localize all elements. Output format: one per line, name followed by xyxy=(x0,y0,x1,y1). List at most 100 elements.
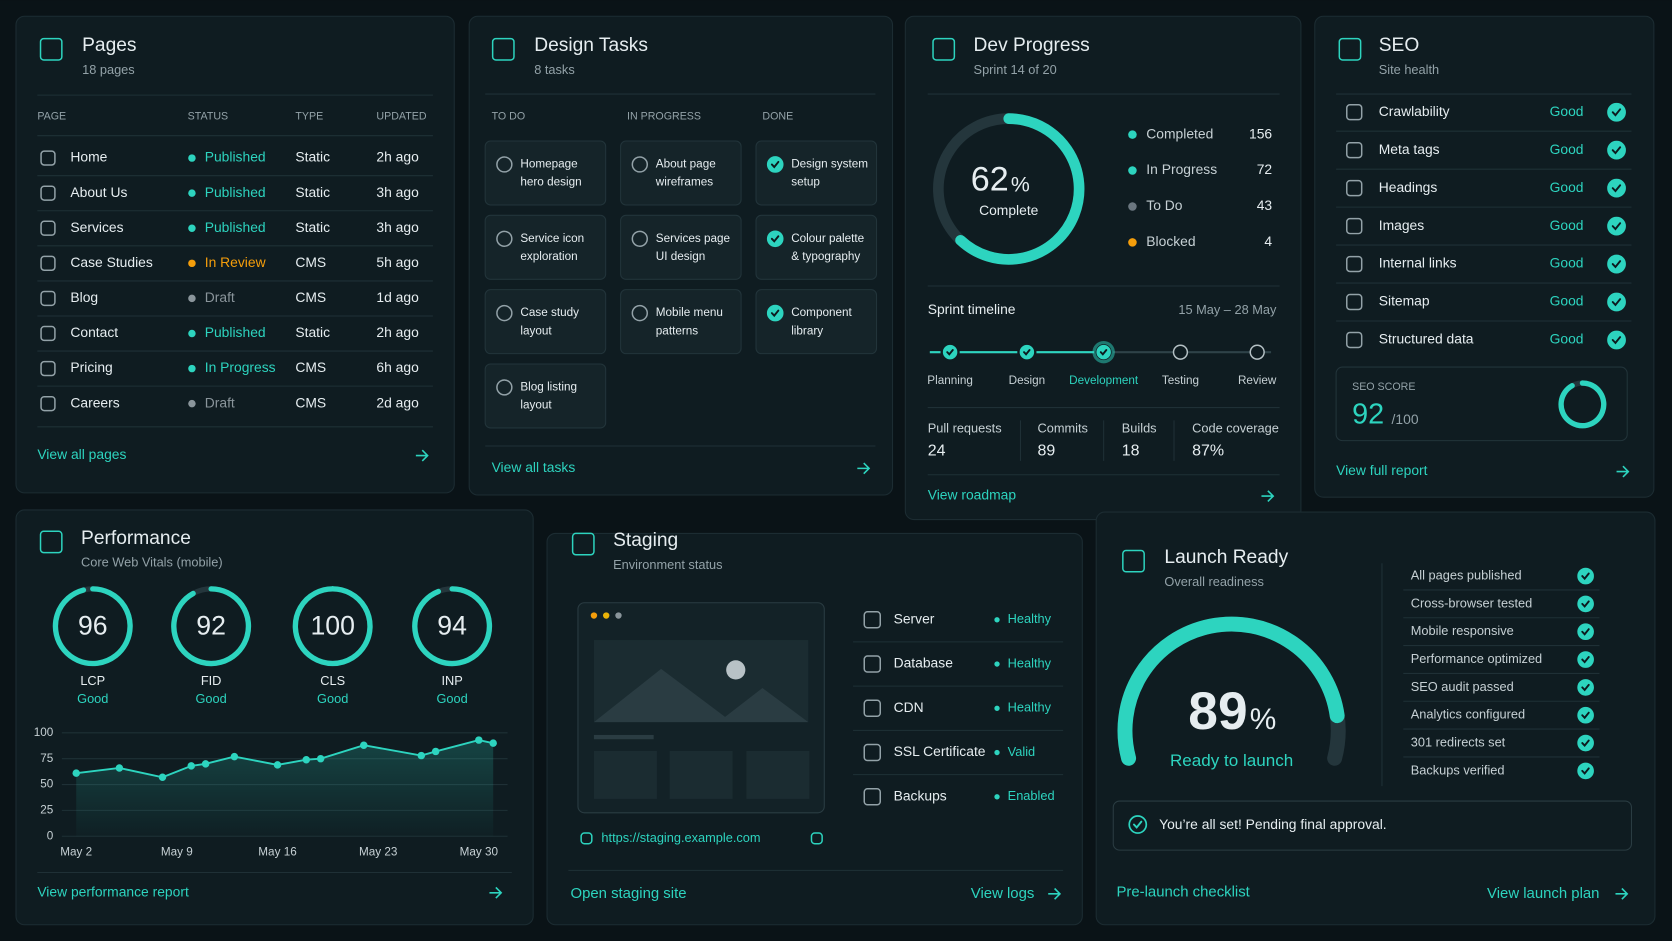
launch-label: Ready to launch xyxy=(1170,751,1293,770)
arrow-icon[interactable] xyxy=(1261,490,1275,502)
legend-value: 156 xyxy=(1249,125,1272,141)
task-label: Blog listing xyxy=(520,381,577,394)
page-type: CMS xyxy=(295,254,326,270)
y-tick-label: 100 xyxy=(34,726,54,739)
task-label: exploration xyxy=(520,250,577,263)
check-mark xyxy=(770,160,780,169)
link[interactable]: Open staging site xyxy=(570,885,686,902)
stage-circle xyxy=(1172,344,1189,360)
column-header: DONE xyxy=(762,110,793,122)
arrow-icon[interactable] xyxy=(1616,465,1630,478)
check-mark xyxy=(1611,298,1622,307)
legend-label: Completed xyxy=(1146,125,1213,141)
task-label: patterns xyxy=(656,324,698,337)
page-name: Contact xyxy=(70,324,118,340)
stage-label: Testing xyxy=(1162,374,1199,387)
panel-title: Staging xyxy=(613,530,678,551)
check-circle xyxy=(1607,216,1626,236)
task-label: layout xyxy=(520,399,552,412)
icon xyxy=(40,255,56,271)
link[interactable]: View roadmap xyxy=(928,487,1017,503)
icon xyxy=(40,395,56,412)
check-mark xyxy=(1581,683,1590,692)
mock-mountains xyxy=(593,668,809,723)
task-card xyxy=(755,140,878,206)
status-dot xyxy=(188,154,196,162)
check-label: Headings xyxy=(1379,179,1438,195)
check-mark xyxy=(770,235,780,243)
column-header: UPDATED xyxy=(376,110,426,122)
page-name: Home xyxy=(70,149,107,165)
check-status: Good xyxy=(1550,331,1584,347)
service-name: CDN xyxy=(894,699,924,715)
ring-arc xyxy=(292,586,373,667)
link[interactable]: View logs xyxy=(971,885,1035,902)
panel xyxy=(15,509,534,926)
link[interactable]: Pre-launch checklist xyxy=(1116,884,1250,901)
vital-value: 92 xyxy=(196,610,226,640)
x-tick-label: May 30 xyxy=(460,845,499,858)
arrow-icon[interactable] xyxy=(857,462,871,475)
task-card xyxy=(484,214,607,280)
check-mark xyxy=(1611,184,1622,193)
link[interactable]: View performance report xyxy=(37,883,189,899)
status-dot xyxy=(188,399,196,408)
check-label: Structured data xyxy=(1379,331,1474,347)
point xyxy=(115,764,124,772)
arrow-icon[interactable] xyxy=(1615,887,1629,900)
ring-arc xyxy=(1558,380,1607,429)
task-card xyxy=(620,214,742,280)
staging-url[interactable]: https://staging.example.com xyxy=(601,830,760,845)
icon xyxy=(1346,141,1363,159)
check-mark xyxy=(770,309,780,318)
page-status: Published xyxy=(205,184,266,200)
stat-value: 87% xyxy=(1192,443,1224,460)
page-updated: 2d ago xyxy=(376,394,419,410)
link[interactable]: View launch plan xyxy=(1487,885,1599,902)
task-label: Service icon xyxy=(520,232,584,245)
legend-label: In Progress xyxy=(1146,161,1217,177)
arrow-icon[interactable] xyxy=(1048,887,1062,900)
score-box xyxy=(1335,366,1628,442)
task-label: layout xyxy=(520,324,552,337)
page-updated: 2h ago xyxy=(376,149,419,165)
point xyxy=(431,747,440,756)
stat-value: 18 xyxy=(1122,443,1140,460)
check-circle xyxy=(1607,178,1626,198)
service-status: Valid xyxy=(1008,744,1035,759)
check-mark xyxy=(1581,739,1590,748)
timeline-dates: 15 May – 28 May xyxy=(1178,302,1277,317)
page-updated: 1d ago xyxy=(376,289,419,305)
legend-dot xyxy=(1128,130,1137,139)
link[interactable]: View full report xyxy=(1336,462,1428,478)
link[interactable]: View all pages xyxy=(37,446,126,462)
panel-title: Design Tasks xyxy=(534,35,648,56)
page-type: CMS xyxy=(295,289,326,305)
window-dot xyxy=(590,612,598,619)
service-name: Database xyxy=(894,655,954,671)
page-status: Published xyxy=(205,219,266,235)
check-circle xyxy=(1607,254,1626,274)
vital-value: 96 xyxy=(78,610,108,640)
check-label: Meta tags xyxy=(1379,141,1440,157)
task-card xyxy=(484,140,607,206)
check-label: Sitemap xyxy=(1379,293,1430,309)
check-status: Good xyxy=(1550,255,1584,271)
status-dot xyxy=(188,189,196,197)
panel-subtitle: Overall readiness xyxy=(1164,574,1263,589)
legend-value: 4 xyxy=(1264,233,1272,249)
point xyxy=(273,761,282,769)
check-status: Good xyxy=(1550,217,1584,233)
check-circle xyxy=(1607,330,1626,350)
arrow-icon[interactable] xyxy=(489,886,503,899)
check-status: Good xyxy=(1550,103,1584,119)
task-label: Component xyxy=(791,306,852,319)
mock-block xyxy=(746,750,810,799)
task-card xyxy=(484,363,607,429)
icon xyxy=(863,788,881,806)
status-dot xyxy=(188,329,196,338)
stage-label: Planning xyxy=(927,374,973,387)
check-mark xyxy=(1581,767,1590,775)
link[interactable]: View all tasks xyxy=(492,459,576,475)
arrow-icon[interactable] xyxy=(415,449,429,462)
